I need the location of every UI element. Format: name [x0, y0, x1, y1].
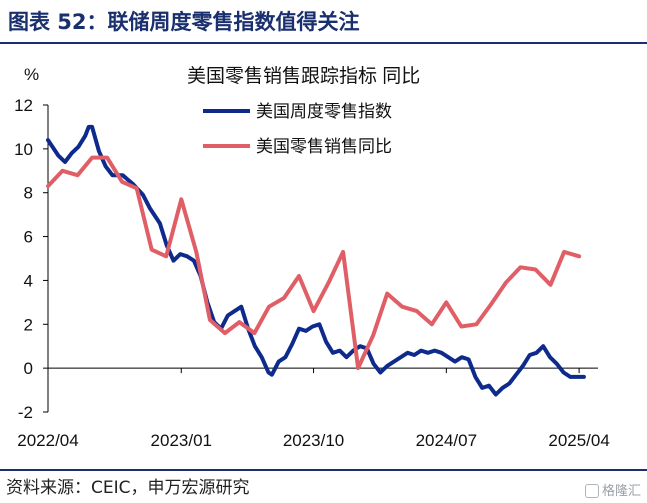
- y-tick-label: 10: [14, 140, 33, 159]
- chart-series: [46, 124, 586, 397]
- watermark-logo-icon: [584, 484, 599, 498]
- x-tick-label: 2023/01: [151, 431, 212, 450]
- x-tick-label: 2022/04: [17, 431, 78, 450]
- series-line-2: [46, 155, 582, 371]
- y-tick-label: 0: [24, 359, 33, 378]
- y-tick-label: 2: [24, 315, 33, 334]
- figure-header: 图表 52：联储周度零售指数值得关注: [0, 0, 647, 44]
- x-tick-label: 2023/10: [283, 431, 344, 450]
- y-tick-label: 4: [24, 271, 33, 290]
- y-tick-label: 12: [14, 96, 33, 115]
- watermark: 格隆汇: [584, 480, 641, 499]
- y-tick-label: 8: [24, 184, 33, 203]
- y-tick-label: -2: [18, 403, 33, 422]
- legend-label-2: 美国零售销售同比: [256, 137, 392, 156]
- footer-divider: [0, 469, 647, 471]
- watermark-text: 格隆汇: [601, 484, 641, 499]
- chart-axes: [43, 104, 598, 413]
- series-line-1: [46, 124, 586, 397]
- chart-labels: -2 0 2 4 6 8 10 12 2022/04 2023/01 2023/10 2024/07 2…: [14, 65, 610, 450]
- legend-label-1: 美国周度零售指数: [256, 102, 392, 121]
- x-tick-label: 2024/07: [416, 431, 477, 450]
- y-tick-label: 6: [24, 228, 33, 247]
- y-axis-label: %: [24, 65, 39, 84]
- figure-title: 图表 52：联储周度零售指数值得关注: [8, 10, 360, 34]
- chart-title: 美国零售销售跟踪指标 同比: [187, 65, 420, 87]
- source-note: 资料来源：CEIC，申万宏源研究: [6, 478, 250, 498]
- x-tick-label: 2025/04: [548, 431, 609, 450]
